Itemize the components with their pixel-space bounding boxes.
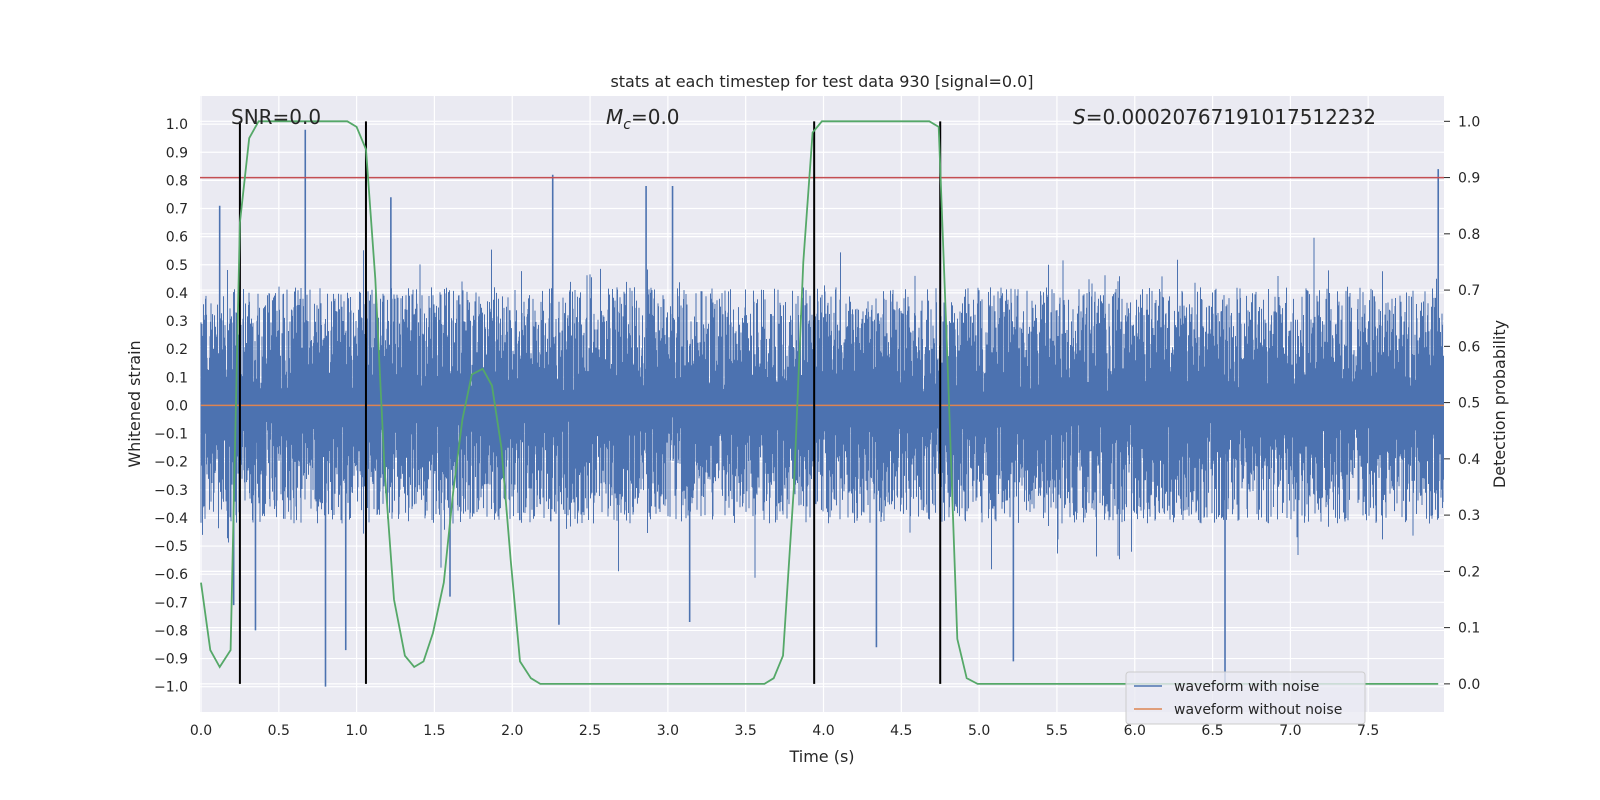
x-tick-label: 2.0 bbox=[501, 723, 523, 739]
left-y-tick-label: −0.1 bbox=[154, 427, 188, 443]
left-y-tick-label: −0.9 bbox=[154, 652, 188, 668]
right-y-tick-label: 0.1 bbox=[1458, 621, 1480, 637]
left-y-tick-label: 0.7 bbox=[166, 202, 188, 218]
x-axis-label: Time (s) bbox=[788, 747, 854, 766]
x-tick-label: 0.0 bbox=[190, 723, 212, 739]
left-y-tick-label: −0.5 bbox=[154, 539, 188, 555]
x-tick-label: 6.0 bbox=[1124, 723, 1146, 739]
chart-title: stats at each timestep for test data 930… bbox=[610, 72, 1033, 91]
s-symbol: S bbox=[1073, 105, 1086, 129]
right-y-tick-labels: 0.0 0.1 0.2 0.3 0.4 0.5 0.6 0.7 0.8 0.9 1.0 bbox=[1444, 114, 1480, 693]
noise-trace bbox=[200, 237, 1444, 578]
s-annotation: S=0.00020767191017512232 bbox=[1073, 105, 1376, 129]
x-tick-label: 5.0 bbox=[968, 723, 990, 739]
left-y-tick-label: 0.9 bbox=[166, 145, 188, 161]
left-y-tick-label: 0.4 bbox=[166, 286, 188, 302]
x-tick-label: 3.0 bbox=[657, 723, 679, 739]
right-y-tick-label: 0.6 bbox=[1458, 339, 1480, 355]
snr-annotation: SNR=0.0 bbox=[231, 105, 321, 129]
x-tick-label: 2.5 bbox=[579, 723, 601, 739]
right-y-tick-label: 0.4 bbox=[1458, 452, 1480, 468]
left-y-tick-label: −0.7 bbox=[154, 595, 188, 611]
left-y-tick-label: −0.8 bbox=[154, 623, 188, 639]
left-y-tick-label: 0.8 bbox=[166, 173, 188, 189]
x-tick-label: 1.0 bbox=[345, 723, 367, 739]
left-y-tick-label: 0.6 bbox=[166, 230, 188, 246]
left-y-tick-label: 0.1 bbox=[166, 370, 188, 386]
right-y-tick-label: 1.0 bbox=[1458, 114, 1480, 130]
left-y-axis-label: Whitened strain bbox=[125, 340, 144, 467]
left-y-tick-label: 1.0 bbox=[166, 117, 188, 133]
legend: waveform with noise waveform without noi… bbox=[1125, 671, 1366, 725]
legend-label-clean: waveform without noise bbox=[1174, 702, 1342, 718]
left-y-tick-label: 0.0 bbox=[166, 398, 188, 414]
x-tick-labels: 0.0 0.5 1.0 1.5 2.0 2.5 3.0 3.5 4.0 4.5 5.0 5.5 6.0 6… bbox=[190, 723, 1379, 739]
left-y-tick-label: 0.3 bbox=[166, 314, 188, 330]
x-tick-label: 3.5 bbox=[735, 723, 757, 739]
x-tick-label: 7.0 bbox=[1279, 723, 1301, 739]
right-y-axis-label: Detection probability bbox=[1490, 320, 1509, 488]
right-y-tick-label: 0.5 bbox=[1458, 396, 1480, 412]
left-y-tick-labels: −1.0 −0.9 −0.8 −0.7 −0.6 −0.5 −0.4 −0.3 −0.2 −0.1… bbox=[154, 117, 188, 696]
legend-box bbox=[1125, 671, 1366, 725]
right-y-tick-label: 0.8 bbox=[1458, 227, 1480, 243]
left-y-tick-label: −0.2 bbox=[154, 455, 188, 471]
left-y-tick-label: −0.3 bbox=[154, 483, 188, 499]
mc-subscript: c bbox=[623, 117, 631, 133]
x-tick-label: 4.0 bbox=[812, 723, 834, 739]
x-tick-label: 0.5 bbox=[268, 723, 290, 739]
s-value: =0.00020767191017512232 bbox=[1086, 105, 1376, 129]
detection-probability-line bbox=[200, 120, 1439, 685]
right-y-tick-label: 0.0 bbox=[1458, 677, 1480, 693]
left-y-tick-label: 0.5 bbox=[166, 258, 188, 274]
x-tick-label: 6.5 bbox=[1201, 723, 1223, 739]
mc-symbol: M bbox=[606, 105, 623, 129]
x-tick-label: 5.5 bbox=[1046, 723, 1068, 739]
x-tick-label: 4.5 bbox=[890, 723, 912, 739]
left-y-tick-label: −0.6 bbox=[154, 567, 188, 583]
left-y-tick-label: −0.4 bbox=[154, 511, 188, 527]
x-tick-label: 1.5 bbox=[423, 723, 445, 739]
right-y-tick-label: 0.3 bbox=[1458, 508, 1480, 524]
x-tick-label: 7.5 bbox=[1357, 723, 1379, 739]
waveform-with-noise-series bbox=[200, 129, 1444, 687]
right-y-tick-label: 0.7 bbox=[1458, 283, 1480, 299]
right-y-tick-label: 0.2 bbox=[1458, 564, 1480, 580]
right-y-tick-label: 0.9 bbox=[1458, 171, 1480, 187]
left-y-tick-label: −1.0 bbox=[154, 680, 188, 696]
legend-label-noise: waveform with noise bbox=[1174, 679, 1319, 695]
chirp-mass-annotation: Mc=0.0 bbox=[606, 105, 680, 133]
left-y-tick-label: 0.2 bbox=[166, 342, 188, 358]
mc-value: =0.0 bbox=[631, 105, 680, 129]
